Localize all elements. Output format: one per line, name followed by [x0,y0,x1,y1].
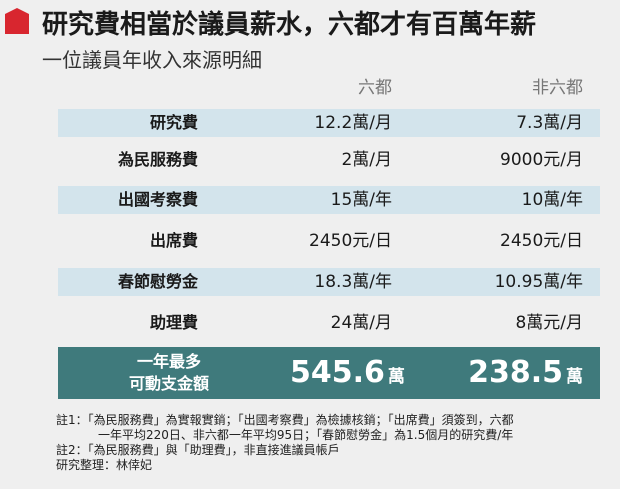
total-label: 一年最多 可動支金額 [128,351,210,395]
six-city-value: 15萬/年 [330,190,392,210]
total-non-six-city: 238.5 萬 [450,353,583,393]
total-label-line2: 可動支金額 [128,374,209,393]
total-six-city: 545.6 萬 [290,353,405,393]
row-label: 出國考察費 [117,190,198,209]
row-label: 出席費 [149,231,198,250]
table-row: 為民服務費 2萬/月 9000元/月 [58,146,600,174]
footnotes: 註1：「為民服務費」為實報實銷；「出國考察費」為檢據核銷；「出席費」須簽到，六都… [56,413,616,473]
total-non-six-city-unit: 萬 [566,367,583,387]
row-label: 為民服務費 [117,150,198,169]
note-1-line-2: 一年平均220日、非六都一年平均95日；「春節慰勞金」為1.5個月的研究費/年 [98,428,514,442]
non-six-city-value: 8萬元/月 [515,313,583,333]
page-title: 研究費相當於議員薪水，六都才有百萬年薪 [42,10,537,40]
six-city-value: 2450元/日 [309,231,392,251]
table-row: 春節慰勞金 18.3萬/年 10.95萬/年 [58,268,600,296]
row-label: 研究費 [149,113,198,132]
total-non-six-city-value: 238.5 [468,355,563,390]
note-1-line-1: 註1：「為民服務費」為實報實銷；「出國考察費」為檢據核銷；「出席費」須簽到，六都 [56,413,514,427]
column-header-six-cities: 六都 [358,78,392,98]
row-label: 春節慰勞金 [117,272,198,291]
table-row: 研究費 12.2萬/月 7.3萬/月 [58,109,600,137]
table-row: 出國考察費 15萬/年 10萬/年 [58,186,600,214]
research-credit: 研究整理：林倖妃 [56,458,153,472]
six-city-value: 2萬/月 [341,150,392,170]
six-city-value: 18.3萬/年 [314,272,392,292]
red-marker-icon [5,8,29,34]
page-subtitle: 一位議員年收入來源明細 [42,48,262,72]
table-row: 助理費 24萬/月 8萬元/月 [58,309,600,337]
non-six-city-value: 10萬/年 [521,190,583,210]
total-six-city-value: 545.6 [290,355,385,390]
total-label-line1: 一年最多 [136,352,201,371]
six-city-value: 12.2萬/月 [314,113,392,133]
non-six-city-value: 7.3萬/月 [516,113,583,133]
non-six-city-value: 10.95萬/年 [494,272,583,292]
total-row: 一年最多 可動支金額 545.6 萬 238.5 萬 [58,347,600,399]
note-2: 註2：「為民服務費」與「助理費」，非直接進議員帳戶 [56,443,340,457]
total-six-city-unit: 萬 [387,367,405,387]
non-six-city-value: 9000元/月 [500,150,583,170]
row-label: 助理費 [149,313,198,332]
column-header-non-six-cities: 非六都 [532,78,583,98]
six-city-value: 24萬/月 [330,313,392,333]
non-six-city-value: 2450元/日 [500,231,583,251]
table-row: 出席費 2450元/日 2450元/日 [58,227,600,255]
